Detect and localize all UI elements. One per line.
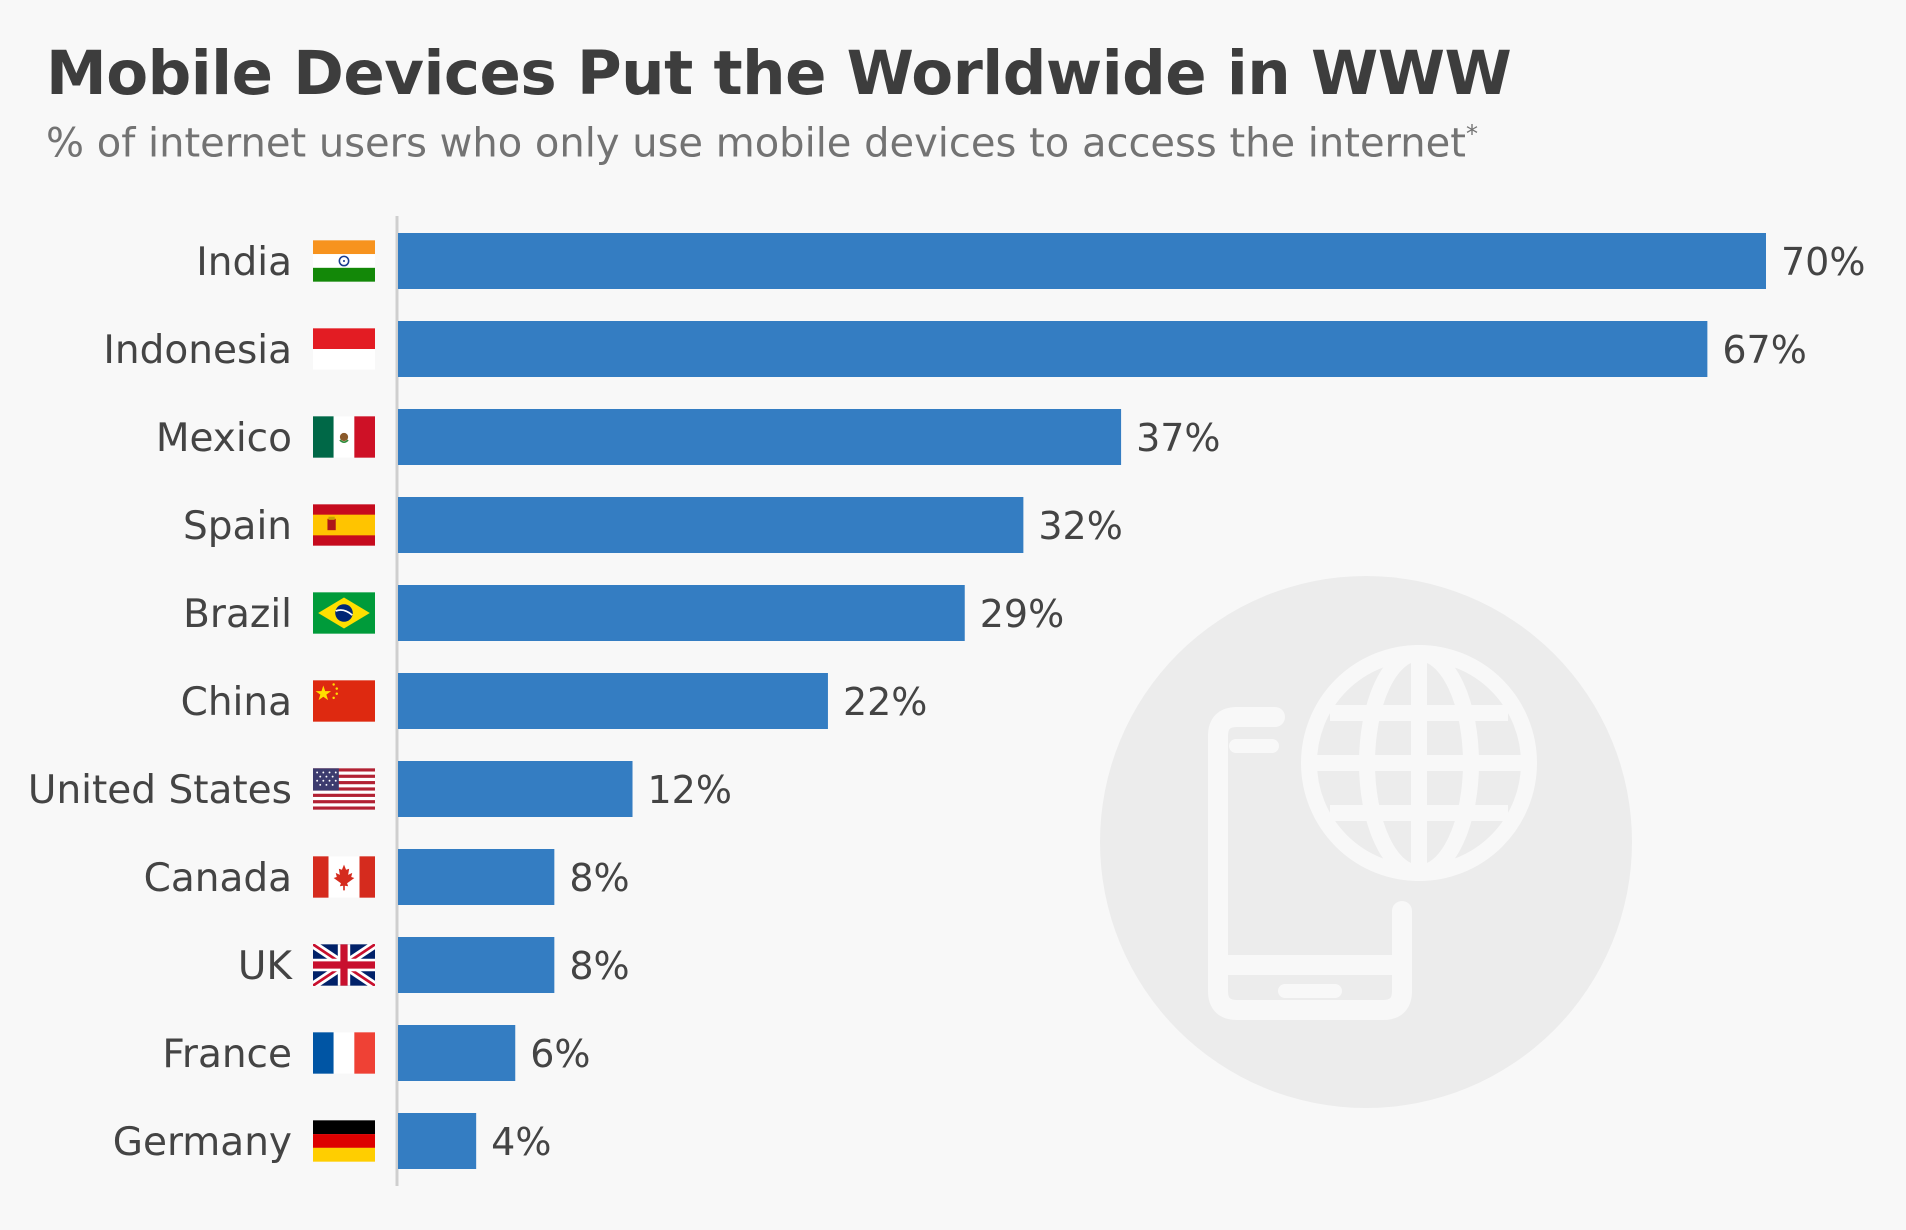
value-label: 8% bbox=[569, 944, 629, 988]
bar bbox=[398, 585, 965, 641]
category-label: UK bbox=[238, 944, 294, 989]
bar-row-uk: UK 8% bbox=[238, 937, 630, 993]
subtitle-text: % of internet users who only use mobile … bbox=[46, 120, 1466, 167]
value-label: 22% bbox=[843, 680, 927, 724]
bar-row-brazil: Brazil 29% bbox=[183, 585, 1064, 641]
category-label: Spain bbox=[183, 504, 292, 549]
united-states-flag bbox=[313, 768, 375, 810]
bar-row-france: France 6% bbox=[162, 1025, 591, 1081]
globe-icon bbox=[1301, 645, 1537, 881]
bar-row-spain: Spain 32% bbox=[183, 497, 1123, 553]
value-label: 67% bbox=[1722, 328, 1806, 372]
category-label: Brazil bbox=[183, 592, 292, 637]
bar bbox=[398, 1025, 516, 1081]
germany-flag bbox=[313, 1120, 375, 1162]
category-label: Indonesia bbox=[103, 328, 292, 373]
bar bbox=[398, 321, 1708, 377]
bar-row-india: India 70% bbox=[196, 233, 1865, 289]
bar bbox=[398, 673, 828, 729]
bar-row-canada: Canada 8% bbox=[144, 849, 630, 905]
spain-flag bbox=[313, 504, 375, 546]
value-label: 29% bbox=[980, 592, 1064, 636]
chart-title: Mobile Devices Put the Worldwide in WWW bbox=[46, 38, 1512, 109]
bar-row-indonesia: Indonesia 67% bbox=[103, 321, 1807, 377]
watermark-circle bbox=[1100, 576, 1632, 1108]
bar bbox=[398, 497, 1024, 553]
bar-row-united-states: United States 12% bbox=[28, 761, 732, 817]
watermark bbox=[1100, 576, 1632, 1108]
bar bbox=[398, 409, 1122, 465]
category-label: United States bbox=[28, 768, 292, 813]
category-label: Canada bbox=[144, 856, 292, 901]
category-label: India bbox=[196, 240, 292, 285]
value-label: 12% bbox=[648, 768, 732, 812]
bar bbox=[398, 849, 555, 905]
mexico-flag bbox=[313, 416, 375, 458]
category-label: Mexico bbox=[156, 416, 292, 461]
bar bbox=[398, 1113, 477, 1169]
value-label: 6% bbox=[530, 1032, 590, 1076]
uk-flag bbox=[313, 944, 375, 985]
france-flag bbox=[313, 1032, 375, 1074]
bar bbox=[398, 233, 1766, 289]
category-label: China bbox=[181, 680, 292, 725]
indonesia-flag bbox=[313, 328, 375, 370]
value-label: 70% bbox=[1781, 240, 1865, 284]
china-flag bbox=[313, 680, 375, 722]
bar-row-germany: Germany 4% bbox=[113, 1113, 551, 1169]
category-label: Germany bbox=[113, 1120, 292, 1165]
bar-rows: India 70% Indonesia 67% Mexico 37% Spain 32% Bra… bbox=[28, 233, 1865, 1169]
value-label: 8% bbox=[569, 856, 629, 900]
value-label: 32% bbox=[1038, 504, 1122, 548]
category-label: France bbox=[162, 1032, 292, 1077]
brazil-flag bbox=[313, 592, 375, 634]
value-label: 37% bbox=[1136, 416, 1220, 460]
subtitle-footnote-mark: * bbox=[1465, 120, 1478, 148]
bar bbox=[398, 761, 633, 817]
chart-subtitle: % of internet users who only use mobile … bbox=[46, 120, 1478, 166]
smartphone-icon bbox=[1208, 707, 1412, 1020]
india-flag bbox=[313, 240, 375, 282]
bar-row-china: China 22% bbox=[181, 673, 927, 729]
canada-flag bbox=[313, 856, 375, 898]
bar bbox=[398, 937, 555, 993]
value-label: 4% bbox=[491, 1120, 551, 1164]
bar-row-mexico: Mexico 37% bbox=[156, 409, 1221, 465]
